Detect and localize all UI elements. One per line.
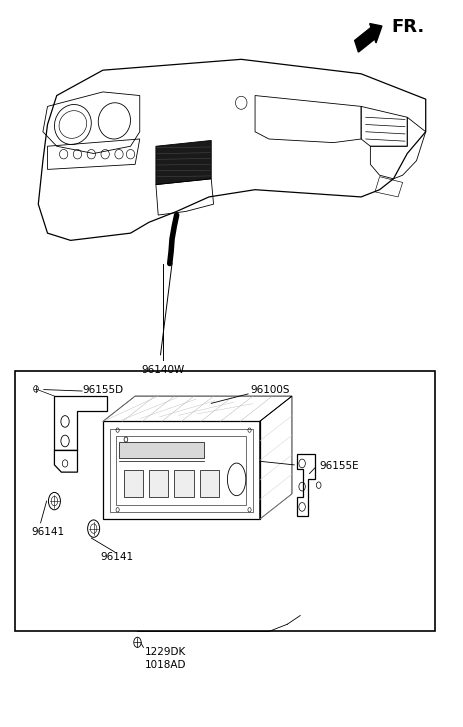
Text: 96155D: 96155D <box>82 385 123 395</box>
Bar <box>15 371 434 632</box>
Bar <box>149 470 168 497</box>
Text: FR.: FR. <box>390 17 424 36</box>
Text: 1018AD: 1018AD <box>144 660 186 670</box>
Text: 96100S: 96100S <box>250 385 289 395</box>
Text: 96141: 96141 <box>100 552 133 562</box>
Text: 96141: 96141 <box>31 526 64 537</box>
Ellipse shape <box>34 385 38 392</box>
Bar <box>119 442 204 458</box>
Ellipse shape <box>48 492 60 510</box>
Ellipse shape <box>133 638 141 648</box>
Ellipse shape <box>88 520 100 537</box>
FancyArrow shape <box>354 23 381 52</box>
Text: 96155E: 96155E <box>319 462 358 471</box>
Text: 96140W: 96140W <box>141 365 184 375</box>
Bar <box>199 470 219 497</box>
Polygon shape <box>156 140 211 185</box>
Bar <box>174 470 193 497</box>
Bar <box>123 470 143 497</box>
Ellipse shape <box>316 482 320 489</box>
Text: 1229DK: 1229DK <box>144 648 185 657</box>
